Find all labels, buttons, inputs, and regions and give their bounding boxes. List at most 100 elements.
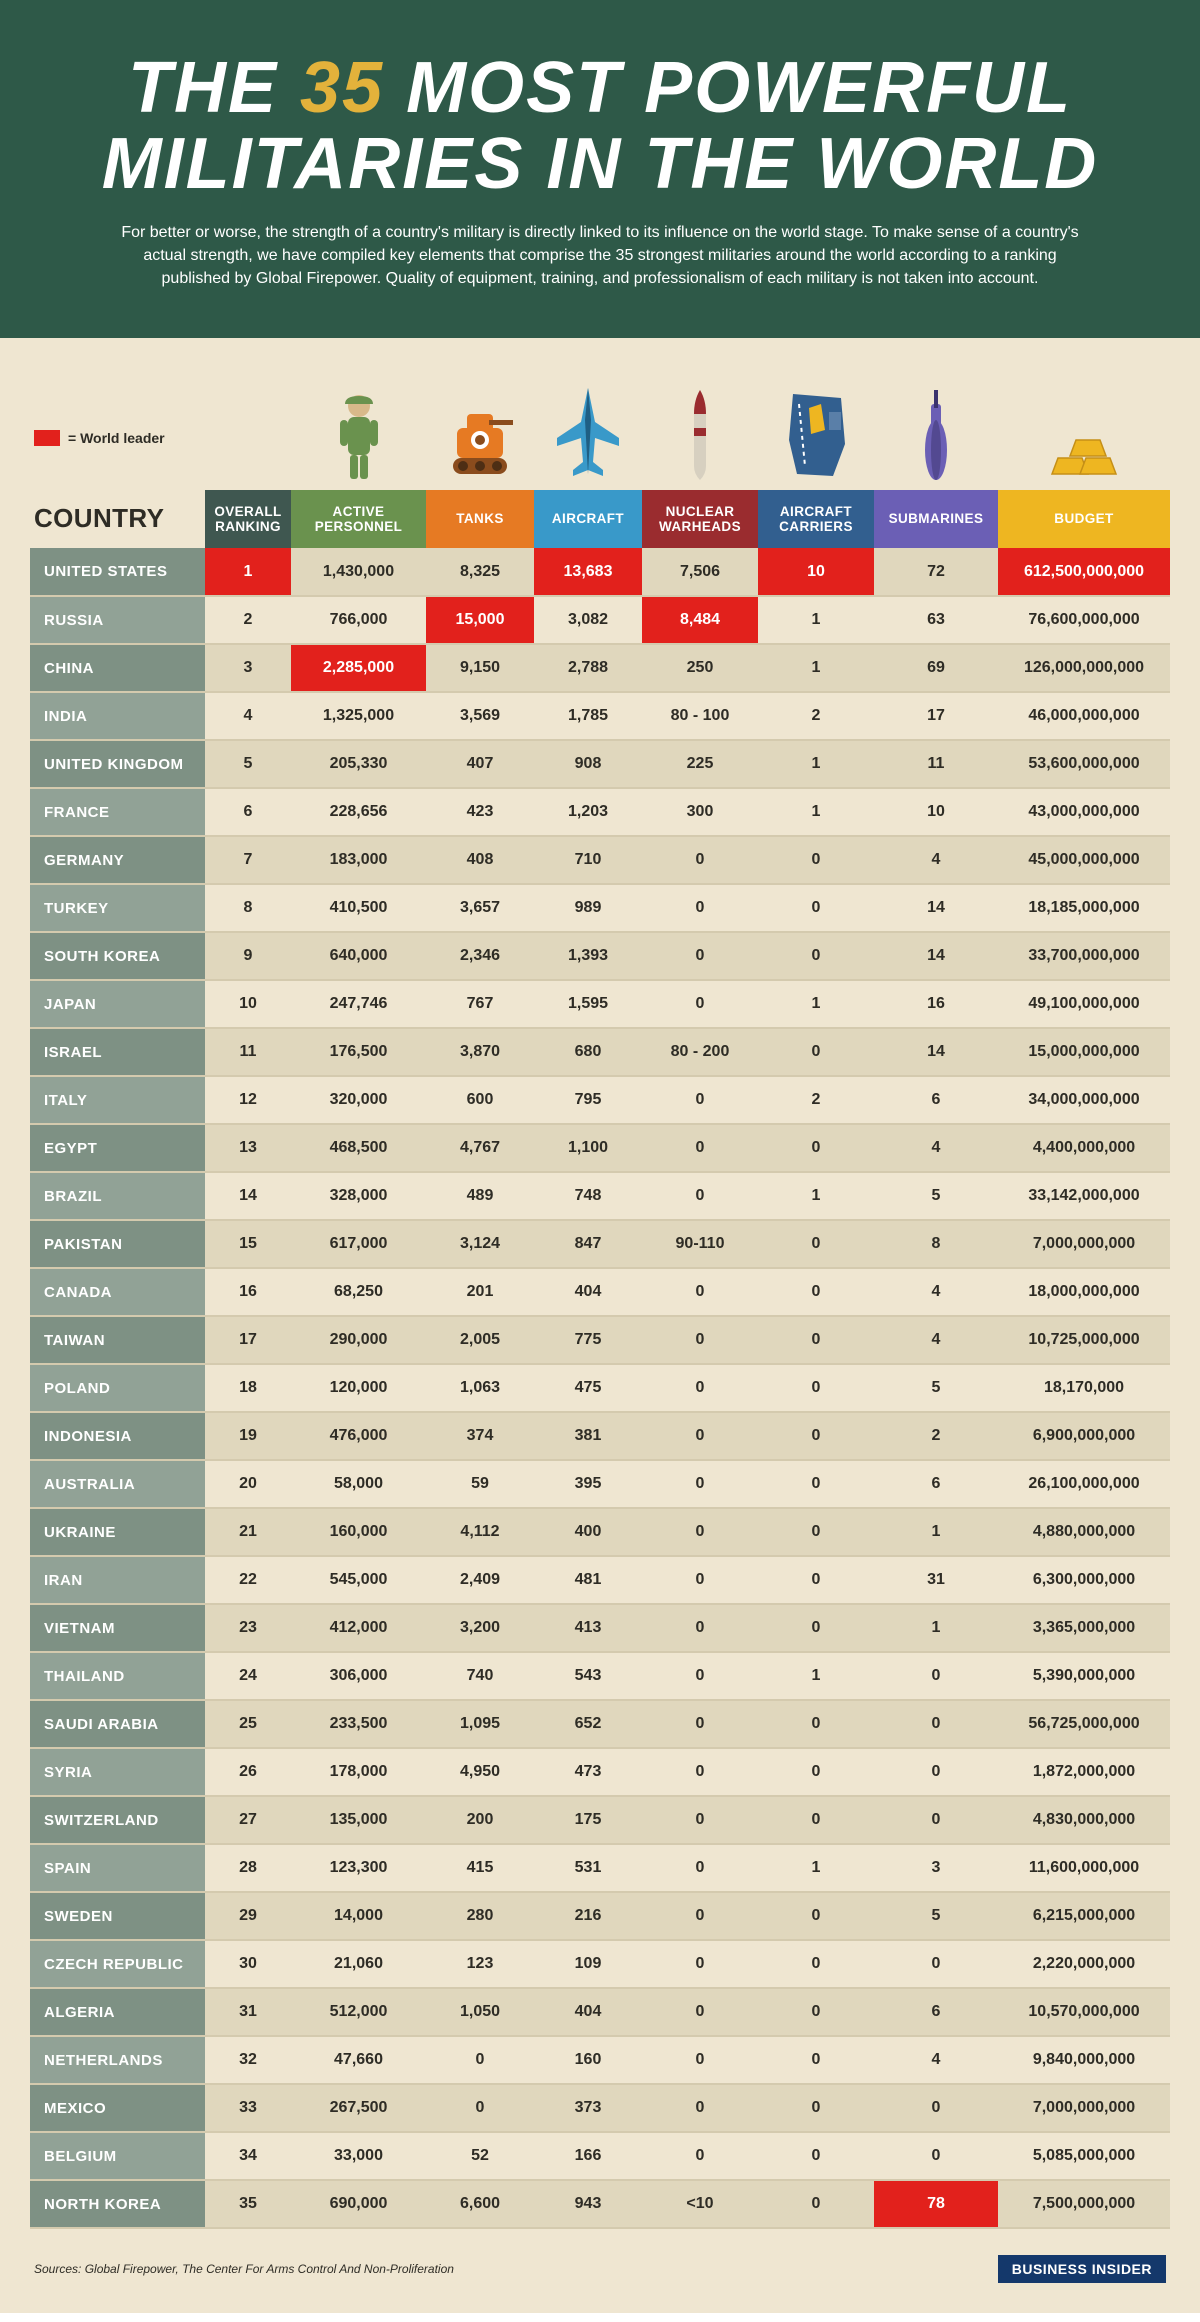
cell-rank: 14	[205, 1172, 291, 1220]
country-cell: POLAND	[30, 1364, 205, 1412]
cell-personnel: 205,330	[291, 740, 426, 788]
cell-carriers: 1	[758, 1652, 874, 1700]
col-rank: OVERALLRANKING	[205, 490, 291, 548]
cell-budget: 15,000,000,000	[998, 1028, 1170, 1076]
country-cell: UNITED STATES	[30, 548, 205, 596]
cell-personnel: 68,250	[291, 1268, 426, 1316]
cell-aircraft: 166	[534, 2132, 642, 2180]
cell-warheads: 0	[642, 932, 758, 980]
cell-budget: 76,600,000,000	[998, 596, 1170, 644]
cell-tanks: 2,409	[426, 1556, 534, 1604]
table-row: SOUTH KOREA9640,0002,3461,393001433,700,…	[30, 932, 1170, 980]
country-cell: JAPAN	[30, 980, 205, 1028]
cell-aircraft: 473	[534, 1748, 642, 1796]
cell-rank: 27	[205, 1796, 291, 1844]
country-cell: FRANCE	[30, 788, 205, 836]
cell-aircraft: 710	[534, 836, 642, 884]
table-row: SAUDI ARABIA25233,5001,09565200056,725,0…	[30, 1700, 1170, 1748]
table-row: SYRIA26178,0004,9504730001,872,000,000	[30, 1748, 1170, 1796]
cell-rank: 17	[205, 1316, 291, 1364]
country-cell: IRAN	[30, 1556, 205, 1604]
cell-budget: 26,100,000,000	[998, 1460, 1170, 1508]
cell-carriers: 0	[758, 1268, 874, 1316]
table-row: NETHERLANDS3247,66001600049,840,000,000	[30, 2036, 1170, 2084]
cell-warheads: 0	[642, 2036, 758, 2084]
country-cell: CZECH REPUBLIC	[30, 1940, 205, 1988]
cell-subs: 78	[874, 2180, 998, 2228]
cell-budget: 45,000,000,000	[998, 836, 1170, 884]
cell-budget: 4,880,000,000	[998, 1508, 1170, 1556]
cell-warheads: 0	[642, 980, 758, 1028]
sources-text: Sources: Global Firepower, The Center Fo…	[34, 2262, 454, 2276]
table-row: TURKEY8410,5003,657989001418,185,000,000	[30, 884, 1170, 932]
country-cell: RUSSIA	[30, 596, 205, 644]
table-row: RUSSIA2766,00015,0003,0828,48416376,600,…	[30, 596, 1170, 644]
military-table: COUNTRY OVERALLRANKING ACTIVEPERSONNEL T…	[30, 360, 1170, 2229]
cell-warheads: 0	[642, 1316, 758, 1364]
country-cell: CHINA	[30, 644, 205, 692]
cell-subs: 0	[874, 1796, 998, 1844]
cell-subs: 63	[874, 596, 998, 644]
cell-aircraft: 989	[534, 884, 642, 932]
cell-aircraft: 1,595	[534, 980, 642, 1028]
cell-rank: 1	[205, 548, 291, 596]
table-row: CHINA32,285,0009,1502,788250169126,000,0…	[30, 644, 1170, 692]
brand-badge: BUSINESS INSIDER	[998, 2255, 1166, 2283]
table-body: UNITED STATES11,430,0008,32513,6837,5061…	[30, 548, 1170, 2228]
cell-personnel: 545,000	[291, 1556, 426, 1604]
cell-carriers: 0	[758, 1556, 874, 1604]
col-personnel: ACTIVEPERSONNEL	[291, 490, 426, 548]
cell-personnel: 320,000	[291, 1076, 426, 1124]
cell-warheads: 0	[642, 1796, 758, 1844]
cell-carriers: 0	[758, 1988, 874, 2036]
cell-carriers: 1	[758, 980, 874, 1028]
table-row: INDONESIA19476,0003743810026,900,000,000	[30, 1412, 1170, 1460]
cell-carriers: 0	[758, 1940, 874, 1988]
table-row: FRANCE6228,6564231,20330011043,000,000,0…	[30, 788, 1170, 836]
table-wrap: = World leader	[0, 338, 1200, 2239]
cell-warheads: 0	[642, 1076, 758, 1124]
cell-personnel: 123,300	[291, 1844, 426, 1892]
cell-tanks: 4,950	[426, 1748, 534, 1796]
cell-budget: 33,142,000,000	[998, 1172, 1170, 1220]
country-cell: BELGIUM	[30, 2132, 205, 2180]
cell-subs: 3	[874, 1844, 998, 1892]
cell-subs: 5	[874, 1892, 998, 1940]
cell-personnel: 412,000	[291, 1604, 426, 1652]
cell-tanks: 3,124	[426, 1220, 534, 1268]
cell-warheads: 0	[642, 1700, 758, 1748]
cell-carriers: 1	[758, 1844, 874, 1892]
cell-warheads: 0	[642, 1844, 758, 1892]
cell-warheads: 0	[642, 2084, 758, 2132]
cell-rank: 4	[205, 692, 291, 740]
cell-budget: 18,185,000,000	[998, 884, 1170, 932]
cell-subs: 4	[874, 1268, 998, 1316]
cell-carriers: 0	[758, 2036, 874, 2084]
cell-rank: 30	[205, 1940, 291, 1988]
cell-subs: 5	[874, 1364, 998, 1412]
cell-rank: 29	[205, 1892, 291, 1940]
cell-tanks: 374	[426, 1412, 534, 1460]
cell-warheads: 0	[642, 1412, 758, 1460]
country-cell: SOUTH KOREA	[30, 932, 205, 980]
cell-subs: 17	[874, 692, 998, 740]
cell-aircraft: 1,100	[534, 1124, 642, 1172]
cell-personnel: 135,000	[291, 1796, 426, 1844]
table-row: PAKISTAN15617,0003,12484790-110087,000,0…	[30, 1220, 1170, 1268]
cell-aircraft: 481	[534, 1556, 642, 1604]
cell-tanks: 767	[426, 980, 534, 1028]
cell-budget: 34,000,000,000	[998, 1076, 1170, 1124]
cell-tanks: 3,200	[426, 1604, 534, 1652]
cell-subs: 2	[874, 1412, 998, 1460]
cell-warheads: 225	[642, 740, 758, 788]
cell-rank: 34	[205, 2132, 291, 2180]
table-row: AUSTRALIA2058,0005939500626,100,000,000	[30, 1460, 1170, 1508]
table-row: UKRAINE21160,0004,1124000014,880,000,000	[30, 1508, 1170, 1556]
cell-personnel: 47,660	[291, 2036, 426, 2084]
cell-carriers: 0	[758, 1892, 874, 1940]
cell-carriers: 0	[758, 1460, 874, 1508]
cell-subs: 6	[874, 1076, 998, 1124]
cell-subs: 1	[874, 1508, 998, 1556]
table-row: SWEDEN2914,0002802160056,215,000,000	[30, 1892, 1170, 1940]
cell-subs: 5	[874, 1172, 998, 1220]
